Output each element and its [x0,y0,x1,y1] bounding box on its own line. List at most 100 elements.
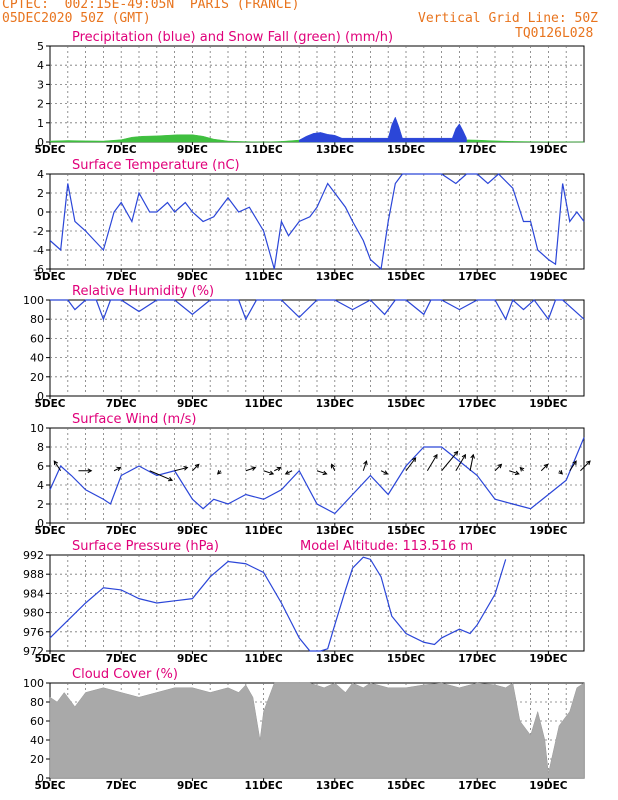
cloud-xtick-label: 9DEC [177,780,208,792]
precip-title: Precipitation (blue) and Snow Fall (gree… [72,30,393,45]
header-date: 05DEC2020 50Z (GMT) [2,11,151,26]
precip-xtick-label: 5DEC [35,144,66,156]
pres-xtick-label: 19DEC [529,653,568,665]
pres-xtick-label: 11DEC [244,653,283,665]
rh-ytick-label: 0 [37,390,44,403]
wind-arrow [53,460,62,472]
pres-ytick-label: 972 [23,645,44,658]
cloud-xtick-label: 17DEC [458,780,497,792]
pres-xtick-label: 9DEC [177,653,208,665]
wind-arrow [245,466,257,472]
precip-ytick-label: 4 [37,59,44,72]
temp-title: Surface Temperature (nC) [72,158,240,173]
cloud-ytick-label: 20 [30,753,44,766]
cloud-title: Cloud Cover (%) [72,667,178,682]
rh-ytick-label: 100 [23,294,44,307]
cloud-ytick-label: 80 [30,696,44,709]
precip-ytick-label: 1 [37,117,44,130]
rh-xtick-label: 15DEC [387,398,426,410]
wind-ytick-label: 10 [30,422,44,435]
cloud-area [49,682,585,779]
temp-ytick-label: -2 [33,225,44,238]
precip-ytick-label: 3 [37,78,44,91]
pres-ytick-label: 980 [23,607,44,620]
wind-arrow [380,470,389,475]
cloud-ytick-label: 40 [30,734,44,747]
pres-xtick-label: 17DEC [458,653,497,665]
wind-xtick-label: 19DEC [529,525,568,537]
precip-xtick-label: 17DEC [458,144,497,156]
wind-arrow [274,466,282,472]
temp-xtick-label: 9DEC [177,271,208,283]
wind-arrow [113,466,122,472]
temp-ytick-label: -6 [33,263,44,276]
wind-ytick-label: 8 [37,441,44,454]
rh-ytick-label: 20 [30,371,44,384]
pres-ytick-label: 992 [23,549,44,562]
wind-arrow [316,470,328,476]
wind-arrow [569,460,577,472]
wind-xtick-label: 13DEC [316,525,355,537]
wind-arrow [469,453,475,471]
wind-xtick-label: 9DEC [177,525,208,537]
temp-ytick-label: 0 [37,206,44,219]
rh-title: Relative Humidity (%) [72,284,214,299]
rh-xtick-label: 13DEC [316,398,355,410]
wind-arrow [263,470,275,476]
wind-arrow [216,469,222,475]
rh-xtick-label: 11DEC [244,398,283,410]
wind-arrow [405,457,417,472]
header-code: TQ0126L028 [515,26,594,41]
pres-xtick-label: 5DEC [35,653,66,665]
precip-xtick-label: 11DEC [244,144,283,156]
temp-xtick-label: 11DEC [244,271,283,283]
wind-arrow [519,466,525,472]
wind-arrow [330,463,336,471]
cloud-xtick-label: 7DEC [106,780,137,792]
wind-arrow [284,470,293,475]
temp-xtick-label: 13DEC [316,271,355,283]
pres-ytick-label: 976 [23,626,44,639]
wind-line [49,437,585,515]
pres-xtick-label: 7DEC [106,653,137,665]
wind-arrow [455,453,466,472]
temp-xtick-label: 15DEC [387,271,426,283]
wind-arrow [174,466,189,472]
pres-title: Surface Pressure (hPa) [72,539,219,554]
cloud-xtick-label: 15DEC [387,780,426,792]
rh-ytick-label: 60 [30,332,44,345]
precip-ytick-label: 5 [37,40,44,53]
wind-arrow [509,470,520,476]
wind-xtick-label: 11DEC [244,525,283,537]
wind-arrow [580,460,591,472]
pres-line [49,556,507,652]
temp-ytick-label: 2 [37,187,44,200]
temp-xtick-label: 19DEC [529,271,568,283]
precip-series-line [298,116,467,143]
rh-xtick-label: 19DEC [529,398,568,410]
wind-arrow [494,463,503,472]
cloud-xtick-label: 5DEC [35,780,66,792]
temp-ytick-label: 4 [37,168,44,181]
wind-xtick-label: 17DEC [458,525,497,537]
cloud-ytick-label: 60 [30,715,44,728]
cloud-xtick-label: 13DEC [316,780,355,792]
temp-ytick-label: -4 [33,244,44,257]
temp-xtick-label: 5DEC [35,271,66,283]
wind-ytick-label: 4 [37,479,44,492]
wind-title: Surface Wind (m/s) [72,412,196,427]
wind-arrow [426,453,438,472]
wind-arrow [78,468,93,474]
pres-xtick-label: 13DEC [316,653,355,665]
temp-line [49,173,585,271]
wind-xtick-label: 5DEC [35,525,66,537]
rh-ytick-label: 40 [30,352,44,365]
precip-ytick-label: 0 [37,136,44,149]
pres-ytick-label: 984 [23,587,44,600]
rh-ytick-label: 80 [30,313,44,326]
pres-xtick-label: 15DEC [387,653,426,665]
rh-xtick-label: 7DEC [106,398,137,410]
header-grid-line: Vertical Grid Line: 50Z [418,11,599,26]
temp-xtick-label: 17DEC [458,271,497,283]
